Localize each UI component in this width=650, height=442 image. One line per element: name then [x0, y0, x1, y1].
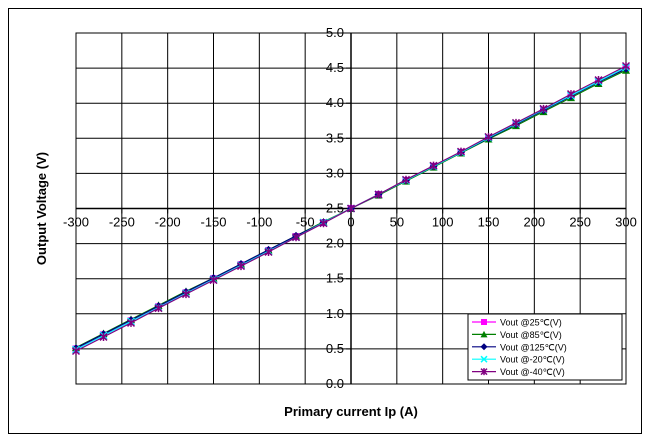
- data-point: [480, 368, 488, 376]
- data-point: [374, 190, 383, 199]
- y-axis-title: Output Voltage (V): [34, 152, 49, 265]
- y-tick-label: 0.5: [326, 341, 344, 356]
- x-tick-label: -50: [296, 215, 315, 230]
- data-point: [511, 118, 521, 127]
- data-point: [480, 355, 488, 363]
- data-point: [319, 219, 328, 228]
- data-point: [566, 90, 576, 99]
- x-tick-label: -200: [155, 215, 181, 230]
- x-tick-label: 250: [569, 215, 591, 230]
- data-point: [99, 332, 108, 341]
- x-tick-label: -100: [246, 215, 272, 230]
- legend-label: Vout @-20℃(V): [500, 355, 565, 365]
- x-tick-label: 200: [523, 215, 545, 230]
- x-tick-label: -300: [63, 215, 89, 230]
- data-point: [539, 104, 548, 113]
- data-point: [621, 61, 631, 71]
- y-tick-label: 3.5: [326, 130, 344, 145]
- data-point: [291, 233, 301, 242]
- data-point: [181, 290, 191, 299]
- data-point: [456, 147, 466, 156]
- series-5: [71, 61, 631, 356]
- x-tick-label: -250: [109, 215, 135, 230]
- data-point: [594, 76, 603, 85]
- data-point: [346, 204, 356, 213]
- data-point: [480, 330, 488, 338]
- data-point: [480, 343, 488, 351]
- y-tick-label: 4.5: [326, 60, 344, 75]
- y-tick-label: 0.0: [326, 376, 344, 391]
- x-tick-label: 300: [615, 215, 637, 230]
- x-tick-label: 100: [432, 215, 454, 230]
- data-point: [484, 132, 493, 141]
- data-point: [154, 304, 163, 313]
- legend-label: Vout @-40℃(V): [500, 367, 565, 377]
- data-point: [209, 276, 218, 285]
- legend: Vout @25℃(V) Vout @85℃(V) Vout @125℃(V) Vou…: [467, 313, 623, 381]
- data-point: [71, 346, 81, 356]
- legend-label: Vout @25℃(V): [500, 318, 562, 328]
- y-tick-label: 1.0: [326, 306, 344, 321]
- data-point: [481, 319, 487, 325]
- y-tick-label: 4.0: [326, 95, 344, 110]
- legend-label: Vout @85℃(V): [500, 330, 562, 340]
- legend-label: Vout @125℃(V): [500, 342, 567, 352]
- data-point: [264, 247, 273, 257]
- y-tick-label: 5.0: [326, 25, 344, 40]
- y-tick-label: 3.0: [326, 165, 344, 180]
- data-point: [429, 161, 438, 170]
- x-tick-label: 50: [390, 215, 404, 230]
- x-axis-title: Primary current Ip (A): [284, 404, 418, 419]
- x-tick-label: -150: [200, 215, 226, 230]
- data-point: [236, 262, 246, 271]
- x-tick-label: 0: [347, 215, 354, 230]
- y-tick-label: 1.5: [326, 271, 344, 286]
- y-tick-label: 2.5: [326, 201, 344, 216]
- data-point: [126, 318, 136, 327]
- y-tick-label: 2.0: [326, 236, 344, 251]
- data-point: [401, 175, 411, 184]
- x-tick-label: 150: [478, 215, 500, 230]
